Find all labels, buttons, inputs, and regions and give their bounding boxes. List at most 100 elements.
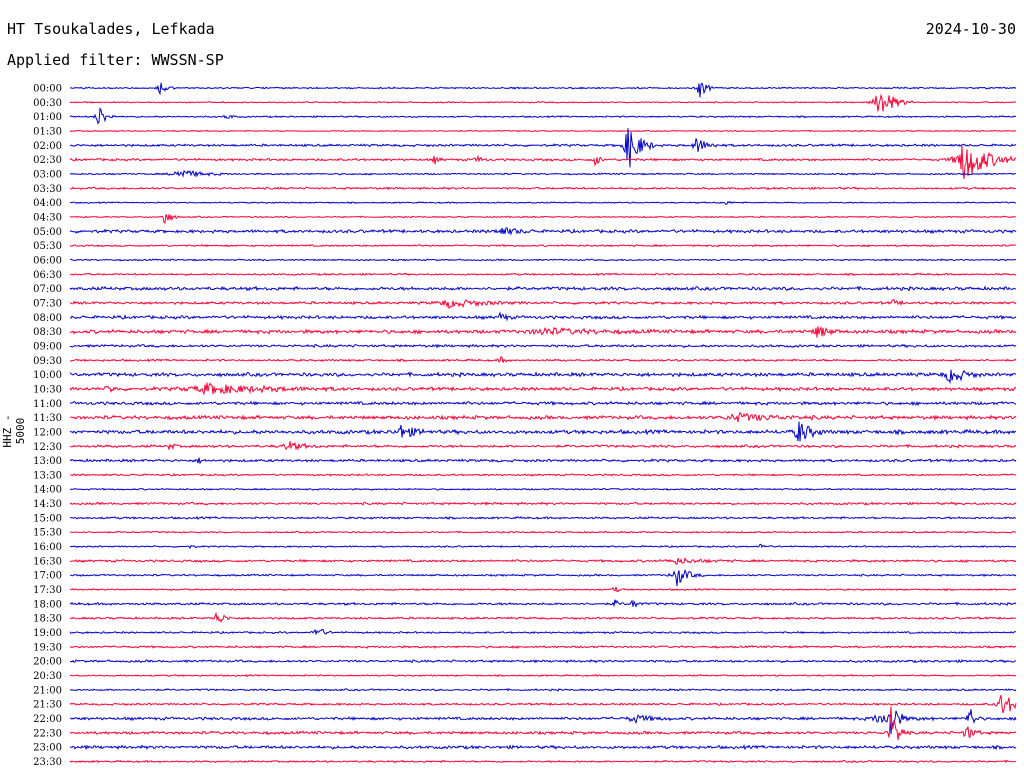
hour-label: 14:00 — [33, 485, 62, 496]
hour-label: 11:30 — [33, 413, 62, 424]
hour-label: 15:30 — [33, 528, 62, 539]
hour-label: 09:30 — [33, 356, 62, 367]
hour-label: 03:30 — [33, 184, 62, 195]
hour-label: 16:30 — [33, 556, 62, 567]
hour-label: 10:30 — [33, 384, 62, 395]
hour-label: 02:30 — [33, 155, 62, 166]
hour-label: 23:30 — [33, 757, 62, 768]
hour-label: 07:00 — [33, 284, 62, 295]
trace-line — [69, 644, 1017, 649]
trace-line — [69, 285, 1017, 292]
trace-line — [69, 382, 1017, 395]
trace-line — [69, 186, 1017, 191]
hour-label: 06:00 — [33, 255, 62, 266]
trace-line — [69, 706, 1017, 741]
hour-label: 08:30 — [33, 327, 62, 338]
hour-label: 17:30 — [33, 585, 62, 596]
hour-label: 07:30 — [33, 298, 62, 309]
date-label: 2024-10-30 — [925, 20, 1016, 38]
hour-label: 04:30 — [33, 212, 62, 223]
hour-label: 06:30 — [33, 270, 62, 281]
hour-label: 15:00 — [33, 513, 62, 524]
filter-label: Applied filter: WWSSN-SP — [7, 51, 224, 69]
hour-label: 23:00 — [33, 743, 62, 754]
hour-label: 03:00 — [33, 169, 62, 180]
trace-line — [69, 744, 1017, 751]
hour-label: 13:30 — [33, 470, 62, 481]
trace-line — [69, 311, 1017, 322]
trace-line — [69, 400, 1017, 407]
trace-line — [69, 441, 1017, 451]
hour-label: 01:30 — [33, 126, 62, 137]
trace-line — [69, 145, 1017, 179]
trace-line — [69, 258, 1017, 262]
trace-line — [69, 272, 1017, 277]
hour-label: 05:30 — [33, 241, 62, 252]
trace-line — [69, 421, 1017, 442]
trace-line — [69, 487, 1017, 491]
trace-line — [69, 628, 1017, 636]
trace-line — [69, 709, 1017, 735]
hour-label: 19:00 — [33, 628, 62, 639]
trace-line — [69, 543, 1017, 550]
trace-line — [69, 411, 1017, 423]
trace-line — [69, 694, 1017, 714]
trace-line — [69, 200, 1017, 206]
hour-label: 01:00 — [33, 112, 62, 123]
hour-label: 05:00 — [33, 227, 62, 238]
trace-line — [69, 325, 1017, 338]
trace-line — [69, 299, 1017, 310]
hour-label: 18:30 — [33, 614, 62, 625]
trace-line — [69, 214, 1017, 225]
trace-line — [69, 556, 1017, 565]
hour-label: 17:00 — [33, 571, 62, 582]
trace-line — [69, 82, 1017, 98]
trace-line — [69, 129, 1017, 133]
hour-label: 11:00 — [33, 399, 62, 410]
hour-label: 12:00 — [33, 427, 62, 438]
trace-line — [69, 586, 1017, 593]
trace-line — [70, 355, 1017, 363]
trace-line — [69, 227, 1017, 236]
trace-line — [69, 530, 1017, 534]
trace-line — [69, 472, 1016, 477]
hour-label: 22:00 — [33, 714, 62, 725]
hour-label: 21:30 — [33, 700, 62, 711]
hour-label: 21:00 — [33, 685, 62, 696]
hour-label: 08:00 — [33, 313, 62, 324]
trace-line — [69, 688, 1017, 692]
trace-line — [69, 659, 1017, 664]
hour-label: 18:00 — [33, 599, 62, 610]
hour-label: 13:00 — [33, 456, 62, 467]
hour-label: 16:00 — [33, 542, 62, 553]
trace-line — [69, 569, 1017, 587]
hour-label: 00:00 — [33, 84, 62, 95]
hour-label: 04:00 — [33, 198, 62, 209]
hour-label: 09:00 — [33, 341, 62, 352]
hour-label: 00:30 — [33, 98, 62, 109]
hour-label: 22:30 — [33, 728, 62, 739]
hour-label: 12:30 — [33, 442, 62, 453]
trace-line — [69, 93, 1017, 112]
trace-line — [69, 611, 1017, 623]
trace-line — [69, 599, 1017, 608]
hour-label: 02:00 — [33, 141, 62, 152]
hour-label: 19:30 — [33, 642, 62, 653]
trace-line — [69, 674, 1017, 678]
trace-line — [69, 759, 1016, 764]
trace-line — [69, 169, 1016, 178]
trace-line — [69, 515, 1017, 520]
trace-line — [69, 243, 1016, 248]
hour-label: 14:30 — [33, 499, 62, 510]
hour-label: 10:00 — [33, 370, 62, 381]
trace-line — [69, 107, 1017, 125]
trace-line — [70, 343, 1017, 349]
trace-line — [69, 128, 1017, 168]
hour-label: 20:00 — [33, 657, 62, 668]
trace-line — [69, 501, 1017, 506]
hour-label: 20:30 — [33, 671, 62, 682]
trace-line — [69, 457, 1017, 465]
station-title: HT Tsoukalades, Lefkada — [7, 20, 215, 38]
